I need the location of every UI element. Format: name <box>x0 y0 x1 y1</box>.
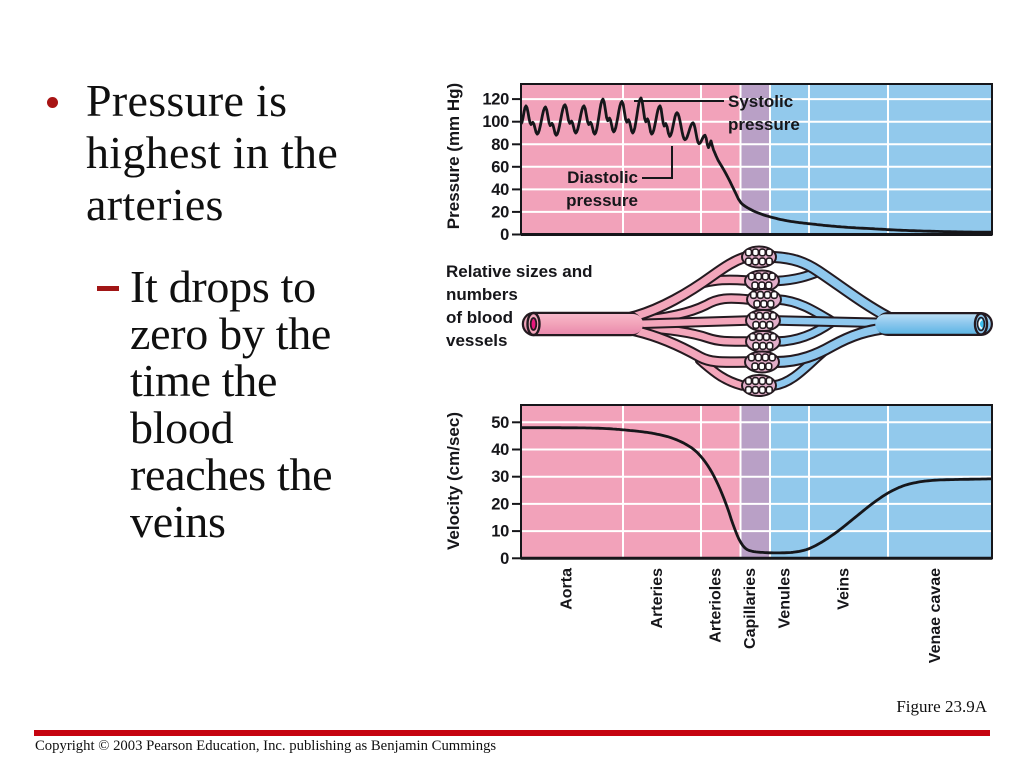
svg-text:80: 80 <box>491 136 509 154</box>
svg-text:30: 30 <box>491 468 509 486</box>
svg-text:120: 120 <box>482 91 509 109</box>
svg-text:Venules: Venules <box>777 568 794 629</box>
svg-text:numbers: numbers <box>446 285 518 304</box>
svg-text:60: 60 <box>491 158 509 176</box>
svg-text:20: 20 <box>491 203 509 221</box>
svg-text:pressure: pressure <box>566 191 638 210</box>
svg-text:Arterioles: Arterioles <box>708 568 725 643</box>
svg-text:Arteries: Arteries <box>649 568 666 629</box>
svg-text:40: 40 <box>491 441 509 459</box>
svg-text:Venae cavae: Venae cavae <box>927 568 944 663</box>
svg-text:Relative sizes and: Relative sizes and <box>446 262 592 281</box>
svg-text:pressure: pressure <box>728 115 800 134</box>
svg-text:of blood: of blood <box>446 308 513 327</box>
svg-text:Aorta: Aorta <box>559 568 576 610</box>
svg-text:20: 20 <box>491 495 509 513</box>
svg-text:0: 0 <box>500 550 509 568</box>
svg-text:Systolic: Systolic <box>728 92 793 111</box>
svg-text:Velocity (cm/sec): Velocity (cm/sec) <box>444 412 463 550</box>
svg-text:50: 50 <box>491 414 509 432</box>
svg-text:Veins: Veins <box>836 568 853 610</box>
svg-text:Diastolic: Diastolic <box>567 168 638 187</box>
svg-text:100: 100 <box>482 113 509 131</box>
svg-text:0: 0 <box>500 226 509 244</box>
svg-text:vessels: vessels <box>446 331 507 350</box>
svg-text:10: 10 <box>491 523 509 541</box>
svg-text:Pressure (mm Hg): Pressure (mm Hg) <box>444 83 463 229</box>
svg-text:Capillaries: Capillaries <box>742 568 759 649</box>
svg-text:40: 40 <box>491 181 509 199</box>
